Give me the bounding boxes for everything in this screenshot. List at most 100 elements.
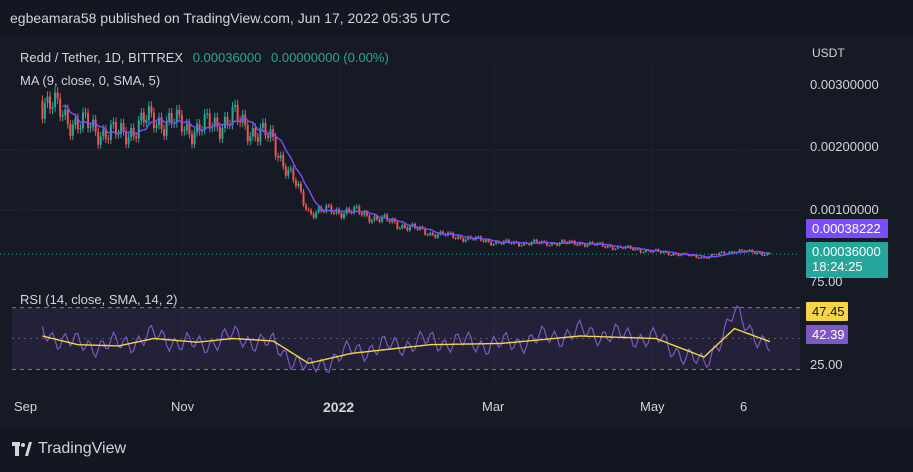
candle-body	[223, 116, 226, 129]
tradingview-logo-icon	[12, 442, 32, 456]
candle-body	[454, 237, 457, 239]
candle-body	[297, 183, 300, 186]
candle-body	[741, 249, 744, 251]
candle-body	[383, 214, 386, 217]
candle-body	[282, 155, 285, 167]
candle-body	[360, 213, 363, 216]
candle-body	[231, 106, 234, 125]
candle-body	[254, 127, 257, 138]
candle-body	[677, 254, 680, 256]
candle-body	[576, 244, 579, 246]
candle-body	[416, 227, 419, 230]
candle-body	[507, 239, 510, 243]
candle-body	[234, 104, 237, 107]
price-tick-label: 0.00200000	[810, 139, 879, 154]
candle-body	[289, 168, 292, 170]
symbol-legend[interactable]: Redd / Tether, 1D, BITTREX 0.00036000 0.…	[20, 50, 389, 65]
tradingview-logo[interactable]: TradingView	[12, 440, 126, 458]
candle-body	[353, 207, 356, 213]
candle-body	[64, 109, 67, 116]
symbol-name: Redd / Tether, 1D, BITTREX	[20, 50, 184, 65]
candle-body	[59, 98, 62, 117]
candle-body	[406, 227, 409, 231]
candle-body	[292, 168, 295, 181]
candle-body	[606, 245, 609, 248]
candle-body	[517, 242, 520, 247]
candle-body	[274, 136, 277, 157]
candle-body	[591, 242, 594, 244]
rsi-pane	[12, 305, 800, 374]
candle-body	[753, 252, 756, 254]
footer-bar	[0, 430, 913, 472]
candle-body	[279, 155, 282, 159]
candle-body	[758, 252, 761, 254]
candle-body	[604, 246, 607, 248]
candle-body	[315, 212, 318, 218]
candle-body	[147, 106, 150, 120]
candle-body	[441, 231, 444, 235]
rsi-legend[interactable]: RSI (14, close, SMA, 14, 2)	[20, 292, 178, 307]
candle-body	[363, 211, 366, 216]
candle-body	[125, 131, 128, 145]
candle-body	[338, 209, 340, 213]
candle-body	[335, 209, 338, 214]
candle-body	[419, 226, 422, 230]
candle-body	[756, 252, 759, 254]
candle-body	[208, 113, 211, 128]
candle-body	[637, 248, 640, 250]
candle-body	[71, 124, 74, 136]
candle-body	[403, 224, 406, 228]
candle-body	[738, 249, 741, 252]
candle-body	[355, 206, 358, 208]
candle-body	[611, 246, 614, 250]
candle-body	[692, 255, 695, 257]
candle-body	[434, 235, 437, 238]
candle-body	[495, 241, 498, 244]
candle-layer	[41, 87, 771, 259]
candle-body	[429, 232, 432, 236]
candle-body	[459, 236, 462, 239]
candle-body	[94, 119, 97, 132]
candle-body	[368, 215, 371, 223]
candle-body	[317, 207, 320, 213]
candle-body	[256, 137, 259, 142]
candle-body	[120, 123, 122, 134]
candle-body	[700, 257, 703, 259]
candle-body	[703, 257, 706, 259]
candle-body	[571, 240, 574, 242]
candle-body	[198, 123, 201, 132]
candle-body	[135, 136, 138, 139]
candle-body	[56, 92, 59, 99]
rsi-badge: 42.39	[806, 325, 848, 344]
candle-body	[748, 249, 751, 251]
candle-body	[213, 117, 216, 127]
candle-body	[51, 107, 54, 110]
ma-legend[interactable]: MA (9, close, 0, SMA, 5)	[20, 73, 161, 88]
candle-body	[391, 219, 394, 223]
candle-body	[634, 248, 637, 251]
candle-body	[449, 232, 452, 234]
grid-layer	[0, 60, 800, 388]
candle-body	[373, 216, 376, 221]
candle-body	[614, 248, 617, 250]
candle-body	[66, 109, 69, 125]
candle-body	[343, 213, 346, 219]
header-bar: egbeamara58 published on TradingView.com…	[0, 0, 913, 38]
candle-body	[358, 206, 361, 214]
ma-layer	[62, 104, 770, 258]
candle-body	[46, 96, 49, 104]
chart-area[interactable]	[0, 38, 913, 430]
candle-body	[398, 227, 401, 229]
candle-body	[705, 257, 708, 259]
rsi-line	[41, 305, 771, 374]
time-tick-label: 2022	[323, 399, 355, 415]
candle-body	[365, 211, 368, 216]
tradingview-brand: TradingView	[38, 440, 127, 457]
candle-body	[251, 127, 254, 137]
candle-body	[675, 253, 678, 255]
candle-body	[761, 253, 764, 256]
candle-body	[239, 120, 242, 123]
candle-body	[299, 183, 302, 192]
candle-body	[763, 255, 766, 257]
